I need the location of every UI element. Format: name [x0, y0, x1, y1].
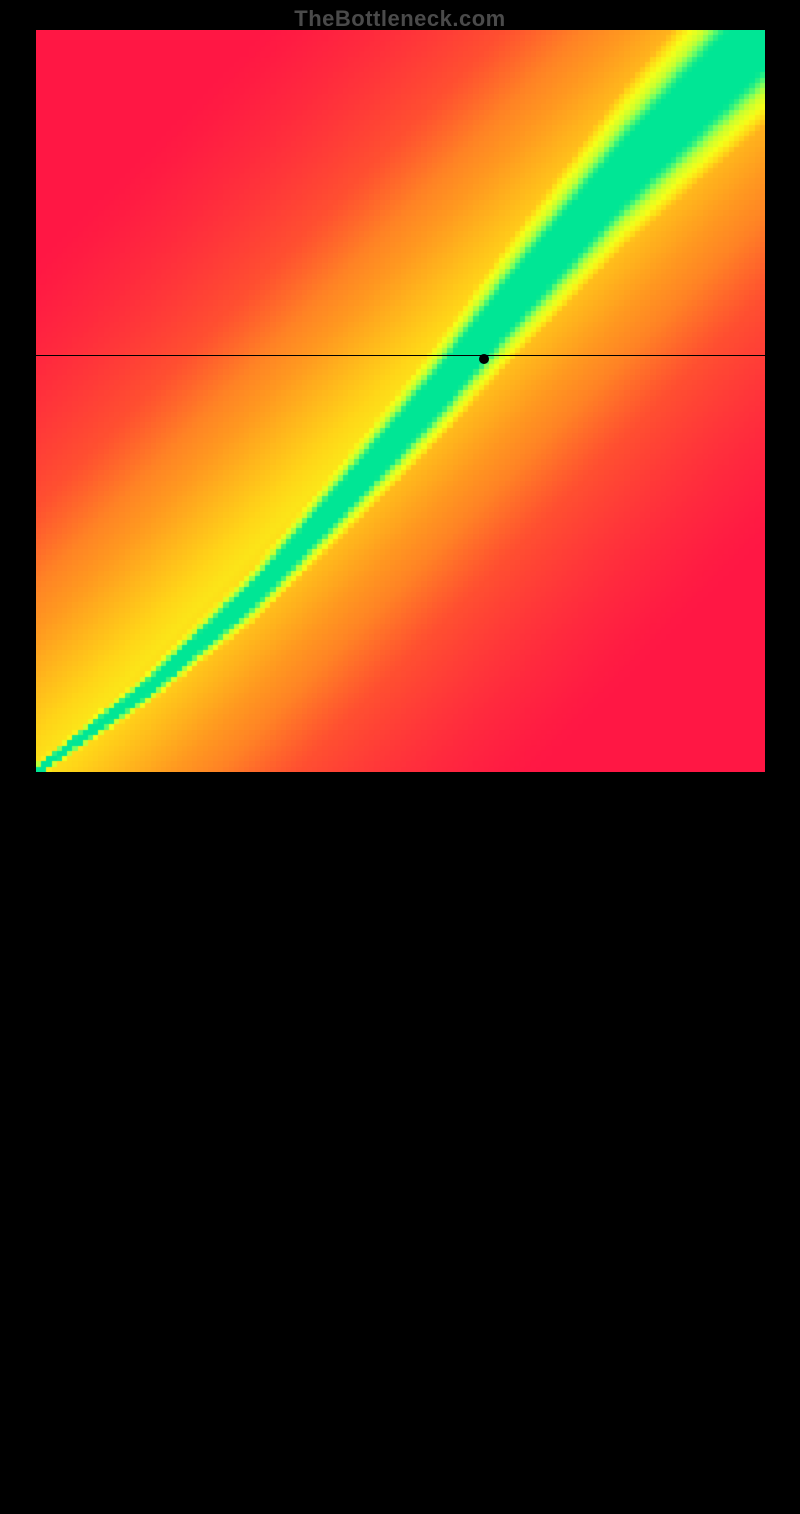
- heatmap-canvas: [36, 30, 765, 772]
- watermark-text: TheBottleneck.com: [0, 6, 800, 32]
- crosshair-marker: [479, 354, 489, 364]
- crosshair-horizontal: [36, 355, 765, 356]
- figure-container: TheBottleneck.com: [0, 0, 800, 800]
- plot-area: [36, 30, 765, 772]
- crosshair-vertical: [481, 772, 482, 1514]
